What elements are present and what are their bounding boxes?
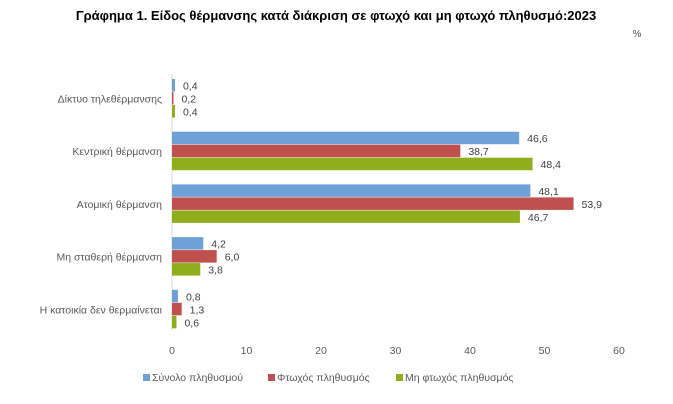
- bar: [172, 250, 217, 263]
- bar: [172, 263, 201, 276]
- data-label: 48,1: [538, 186, 559, 198]
- data-label: 48,4: [541, 159, 562, 171]
- category-label: Κεντρική θέρμανση: [72, 146, 162, 158]
- data-label: 0,6: [184, 317, 199, 329]
- chart-title: Γράφημα 1. Είδος θέρμανσης κατά διάκριση…: [76, 8, 596, 23]
- data-label: 0,4: [183, 107, 198, 119]
- legend-label: Φτωχός πληθυσμός: [277, 372, 370, 384]
- x-tick-label: 50: [539, 345, 551, 357]
- bar: [172, 105, 175, 118]
- legend-swatch: [143, 374, 150, 381]
- bar: [172, 210, 520, 223]
- legend-label: Σύνολο πληθυσμού: [152, 372, 243, 384]
- bar: [172, 92, 174, 105]
- data-label: 6,0: [225, 252, 240, 264]
- data-label: 0,8: [186, 291, 201, 303]
- data-label: 4,2: [211, 239, 226, 251]
- bar: [172, 79, 175, 92]
- data-label: 0,4: [183, 81, 198, 93]
- data-label: 38,7: [468, 146, 489, 158]
- bar: [172, 315, 177, 329]
- bar: [172, 184, 531, 197]
- bar: [172, 131, 520, 145]
- data-label: 53,9: [582, 199, 603, 211]
- category-label: Η κατοικία δεν θερμαίνεται: [40, 304, 163, 316]
- x-tick-label: 40: [464, 345, 476, 357]
- legend-swatch: [268, 374, 275, 381]
- legend-label: Μη φτωχός πληθυσμός: [405, 372, 513, 384]
- category-label: Δίκτυο τηλεθέρμανσης: [58, 94, 162, 106]
- bar: [172, 144, 461, 158]
- x-tick-label: 30: [390, 345, 402, 357]
- data-label: 46,6: [527, 133, 548, 145]
- bar: [172, 197, 574, 210]
- bar: [172, 302, 182, 316]
- data-label: 0,2: [181, 94, 196, 106]
- legend-swatch: [396, 374, 403, 381]
- x-tick-label: 10: [241, 345, 253, 357]
- data-label: 3,8: [208, 265, 223, 277]
- x-tick-label: 0: [169, 345, 175, 357]
- x-tick-label: 20: [315, 345, 327, 357]
- unit-label: %: [633, 29, 642, 40]
- bar: [172, 289, 178, 303]
- x-tick-label: 60: [613, 345, 625, 357]
- bar: [172, 157, 533, 171]
- data-label: 46,7: [528, 212, 549, 224]
- data-label: 1,3: [190, 304, 205, 316]
- bar: [172, 237, 204, 250]
- category-label: Μη σταθερή θέρμανση: [57, 252, 163, 264]
- category-label: Ατομική θέρμανση: [77, 199, 163, 211]
